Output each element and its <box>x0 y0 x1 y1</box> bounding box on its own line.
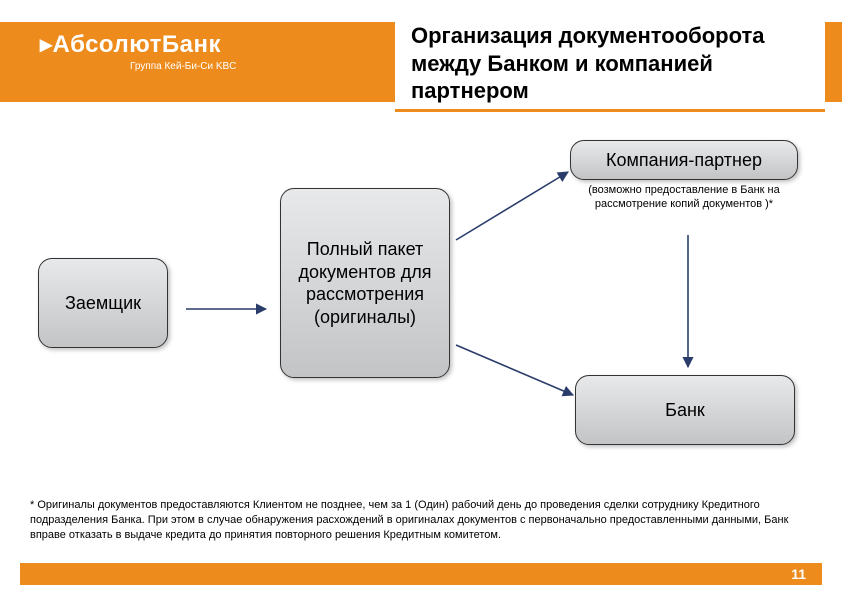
node-bank: Банк <box>575 375 795 445</box>
node-bank-label: Банк <box>665 400 705 421</box>
page-title: Организация документооборота между Банко… <box>411 22 809 105</box>
page-number: 11 <box>791 566 822 582</box>
node-borrower: Заемщик <box>38 258 168 348</box>
partner-note: (возможно предоставление в Банк на рассм… <box>570 184 798 212</box>
node-borrower-label: Заемщик <box>65 293 141 314</box>
title-box: Организация документооборота между Банко… <box>395 12 825 112</box>
logo-sub: Группа Кей-Би-Си KBC <box>130 61 236 72</box>
node-docs: Полный пакет документов для рассмотрения… <box>280 188 450 378</box>
logo-main: ▸АбсолютБанк <box>40 30 236 59</box>
logo: ▸АбсолютБанк Группа Кей-Би-Си KBC <box>40 30 236 72</box>
flowchart: Заемщик Полный пакет документов для расс… <box>0 130 842 500</box>
footnote: * Оригиналы документов предоставляются К… <box>30 498 810 543</box>
node-docs-label: Полный пакет документов для рассмотрения… <box>289 238 441 328</box>
edge-docs-bank <box>456 345 573 395</box>
edge-docs-partner <box>456 172 568 240</box>
node-partner: Компания-партнер <box>570 140 798 180</box>
footer-bar: 11 <box>20 563 822 585</box>
node-partner-label: Компания-партнер <box>606 150 762 171</box>
